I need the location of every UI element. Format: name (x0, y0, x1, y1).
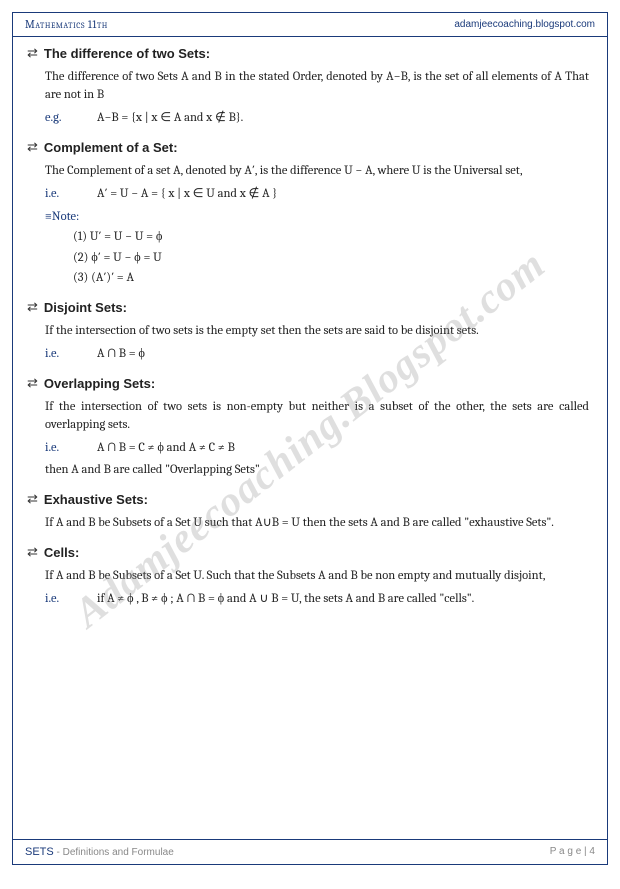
section-body: If the intersection of two sets is the e… (27, 322, 589, 363)
header-right: adamjeecoaching.blogspot.com (454, 19, 595, 30)
note-item: (2) ϕ′ = U − ϕ = U (73, 249, 589, 267)
note-label: ≡Note: (45, 208, 589, 226)
extra-text: then A and B are called "Overlapping Set… (45, 461, 589, 479)
swap-arrows-icon: ⇄ (27, 299, 38, 318)
example-line: i.e. A′ = U − A = { x | x ∈ U and x ∉ A } (45, 185, 589, 203)
section-title: Complement of a Set: (44, 139, 178, 158)
section-body: If the intersection of two sets is non-e… (27, 398, 589, 480)
section-heading: ⇄ Overlapping Sets: (27, 375, 589, 394)
section-5: ⇄ Cells: If A and B be Subsets of a Set U.… (27, 544, 589, 608)
example-formula: A−B = {x | x ∈ A and x ∉ B}. (97, 111, 243, 125)
body-text: If the intersection of two sets is non-e… (45, 398, 589, 434)
example-label: e.g. (45, 109, 85, 127)
note-item: (3) (A′)′ = A (73, 269, 589, 287)
section-body: The Complement of a set A, denoted by A′… (27, 162, 589, 287)
example-formula: A ∩ B = C ≠ ϕ and A ≠ C ≠ B (97, 441, 235, 455)
section-heading: ⇄ Exhaustive Sets: (27, 491, 589, 510)
example-formula: A ∩ B = ϕ (97, 347, 145, 361)
section-1: ⇄ Complement of a Set: The Complement of a… (27, 139, 589, 287)
note-item: (1) U′ = U − U = ϕ (73, 228, 589, 246)
swap-arrows-icon: ⇄ (27, 375, 38, 394)
section-title: Cells: (44, 544, 79, 563)
section-title: Exhaustive Sets: (44, 491, 148, 510)
example-formula: A′ = U − A = { x | x ∈ U and x ∉ A } (97, 187, 277, 201)
section-title: Overlapping Sets: (44, 375, 155, 394)
section-body: If A and B be Subsets of a Set U. Such t… (27, 567, 589, 608)
example-label: i.e. (45, 345, 85, 363)
section-3: ⇄ Overlapping Sets: If the intersection of… (27, 375, 589, 479)
section-body: If A and B be Subsets of a Set U such th… (27, 514, 589, 532)
example-line: e.g. A−B = {x | x ∈ A and x ∉ B}. (45, 109, 589, 127)
footer-left: SETS - Definitions and Formulae (25, 846, 174, 858)
section-0: ⇄ The difference of two Sets: The differen… (27, 45, 589, 127)
section-body: The difference of two Sets A and B in th… (27, 68, 589, 127)
page-footer: SETS - Definitions and Formulae P a g e … (13, 839, 607, 864)
example-line: i.e. A ∩ B = ϕ (45, 345, 589, 363)
page-frame: Mathematics 11th adamjeecoaching.blogspo… (12, 12, 608, 865)
body-text: The difference of two Sets A and B in th… (45, 68, 589, 104)
footer-topic: SETS (25, 846, 54, 858)
content-area: ⇄ The difference of two Sets: The differen… (13, 37, 607, 628)
example-line: i.e. if A ≠ ϕ , B ≠ ϕ ; A ∩ B = ϕ and A ∪… (45, 590, 589, 608)
swap-arrows-icon: ⇄ (27, 139, 38, 158)
body-text: If A and B be Subsets of a Set U. Such t… (45, 567, 589, 585)
example-line: i.e. A ∩ B = C ≠ ϕ and A ≠ C ≠ B (45, 439, 589, 457)
section-heading: ⇄ Complement of a Set: (27, 139, 589, 158)
section-heading: ⇄ Cells: (27, 544, 589, 563)
example-label: i.e. (45, 185, 85, 203)
body-text: If the intersection of two sets is the e… (45, 322, 589, 340)
section-2: ⇄ Disjoint Sets: If the intersection of tw… (27, 299, 589, 363)
swap-arrows-icon: ⇄ (27, 491, 38, 510)
example-formula: if A ≠ ϕ , B ≠ ϕ ; A ∩ B = ϕ and A ∪ B =… (97, 592, 474, 606)
section-4: ⇄ Exhaustive Sets: If A and B be Subsets o… (27, 491, 589, 532)
body-text: The Complement of a set A, denoted by A′… (45, 162, 589, 180)
header-left: Mathematics 11th (25, 18, 108, 31)
section-title: Disjoint Sets: (44, 299, 127, 318)
footer-page-num: P a g e | 4 (550, 846, 595, 858)
section-heading: ⇄ Disjoint Sets: (27, 299, 589, 318)
swap-arrows-icon: ⇄ (27, 544, 38, 563)
example-label: i.e. (45, 590, 85, 608)
section-title: The difference of two Sets: (44, 45, 210, 64)
page-header: Mathematics 11th adamjeecoaching.blogspo… (13, 13, 607, 37)
section-heading: ⇄ The difference of two Sets: (27, 45, 589, 64)
swap-arrows-icon: ⇄ (27, 45, 38, 64)
footer-subtitle: - Definitions and Formulae (54, 847, 174, 858)
body-text: If A and B be Subsets of a Set U such th… (45, 514, 589, 532)
example-label: i.e. (45, 439, 85, 457)
